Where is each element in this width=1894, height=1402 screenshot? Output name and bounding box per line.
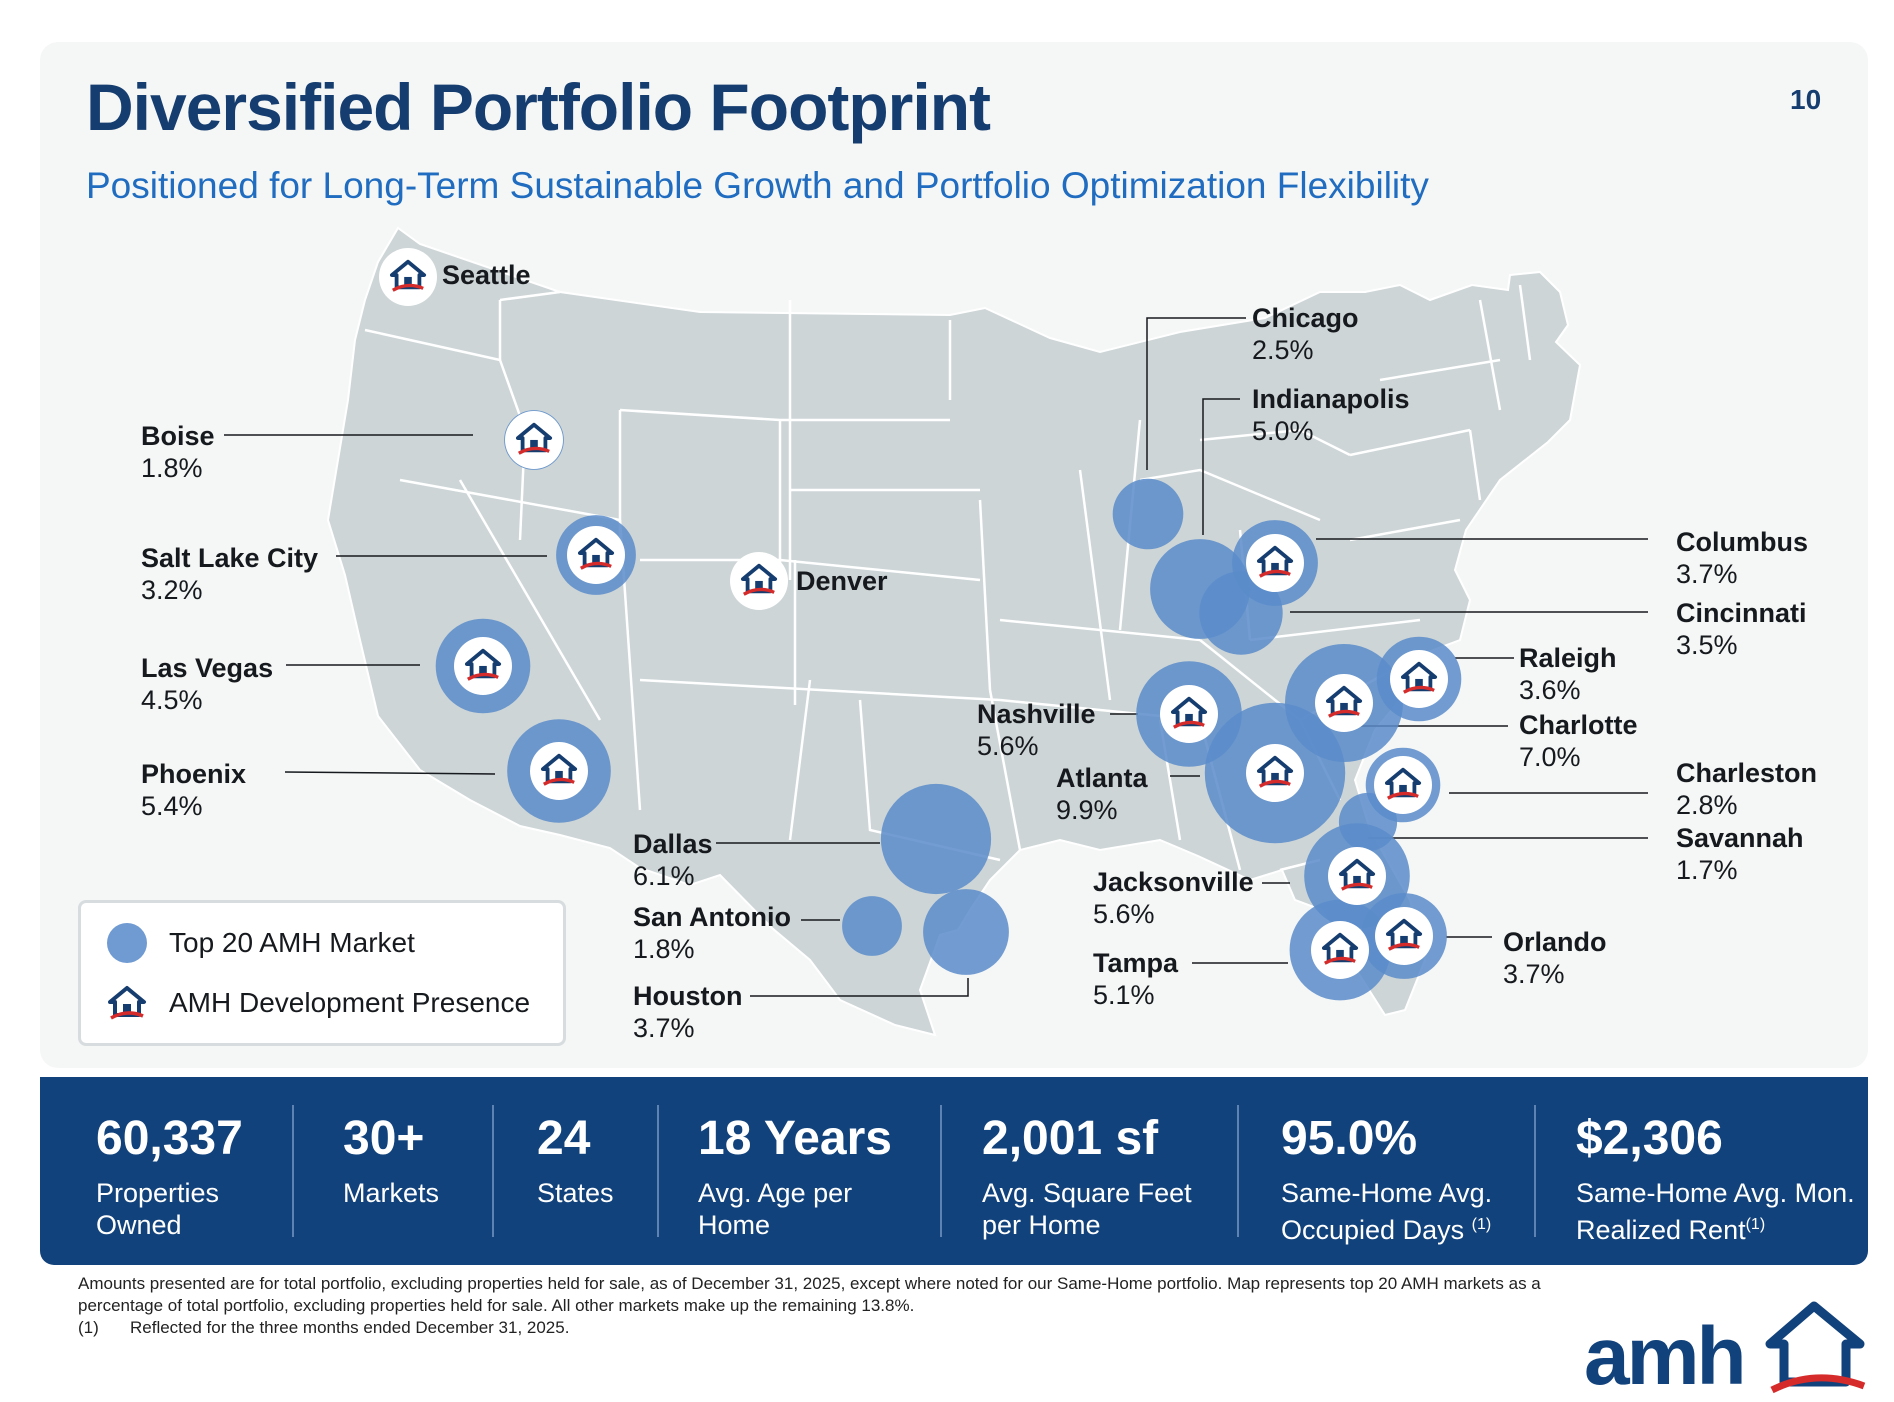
footnote-main: Amounts presented are for total portfoli… [78, 1274, 1541, 1315]
market-bubble-cincinnati [1199, 571, 1283, 655]
logo-swoosh-icon [1770, 1374, 1866, 1394]
stat-value: 95.0% [1281, 1112, 1418, 1165]
label-charlotte: Charlotte 7.0% [1519, 710, 1638, 772]
stat-divider [657, 1105, 659, 1237]
label-boise: Boise 1.8% [141, 421, 215, 483]
label-chicago: Chicago 2.5% [1252, 303, 1359, 365]
stat-divider [492, 1105, 494, 1237]
development-markers [379, 248, 1448, 979]
market-bubble-dallas [880, 783, 992, 895]
label-raleigh: Raleigh 3.6% [1519, 643, 1617, 705]
page-number: 10 [1790, 84, 1822, 115]
label-tampa: Tampa 5.1% [1093, 948, 1179, 1010]
stat-divider [1237, 1105, 1239, 1237]
stat-label: Markets [343, 1178, 440, 1208]
label-salt-lake-city: Salt Lake City 3.2% [141, 543, 319, 605]
label-nashville: Nashville 5.6% [977, 699, 1096, 761]
market-bubble-chicago [1112, 478, 1184, 550]
label-atlanta: Atlanta 9.9% [1056, 763, 1148, 825]
amh-logo: amh [1584, 1301, 1866, 1398]
house-icon [107, 983, 147, 1023]
stat-label: Same-Home Avg. Occupied Days (1) [1281, 1178, 1493, 1245]
label-jacksonville: Jacksonville 5.6% [1093, 867, 1254, 929]
label-columbus: Columbus 3.7% [1676, 527, 1808, 589]
stat-divider [1534, 1105, 1536, 1237]
label-cincinnati: Cincinnati 3.5% [1676, 598, 1807, 660]
market-bubble-san-antonio [842, 896, 902, 956]
label-savannah: Savannah 1.7% [1676, 823, 1804, 885]
label-charleston: Charleston 2.8% [1676, 758, 1818, 820]
map-legend: Top 20 AMH Market AMH Development Presen… [78, 900, 566, 1046]
stat-value: 24 [537, 1112, 591, 1165]
stat-label: Avg. Square Feet per Home [982, 1178, 1192, 1240]
legend-development-row: AMH Development Presence [107, 981, 530, 1025]
label-dallas: Dallas 6.1% [633, 829, 713, 891]
label-san-antonio: San Antonio 1.8% [633, 902, 791, 964]
stat-value: 30+ [343, 1112, 425, 1165]
stat-label: States [537, 1178, 614, 1208]
page-subtitle: Positioned for Long-Term Sustainable Gro… [86, 165, 1429, 206]
stat-label: Avg. Age per Home [698, 1178, 853, 1240]
stat-value: 2,001 sf [982, 1112, 1159, 1165]
stat-label: Same-Home Avg. Mon. Realized Rent(1) [1576, 1178, 1855, 1245]
label-seattle: Seattle [442, 260, 531, 290]
stat-value: 18 Years [698, 1112, 892, 1165]
market-bubble-icon [107, 923, 147, 963]
logo-text: amh [1584, 1311, 1744, 1398]
label-houston: Houston 3.7% [633, 981, 743, 1043]
label-phoenix: Phoenix 5.4% [141, 759, 247, 821]
page-title: Diversified Portfolio Footprint [86, 70, 991, 144]
stat-divider [292, 1105, 294, 1237]
label-denver: Denver [796, 566, 888, 596]
label-las-vegas: Las Vegas 4.5% [141, 653, 274, 715]
label-orlando: Orlando 3.7% [1503, 927, 1607, 989]
footnote-1: (1) Reflected for the three months ended … [78, 1318, 570, 1337]
stat-value: 60,337 [96, 1112, 243, 1165]
legend-development-label: AMH Development Presence [169, 987, 531, 1018]
us-map [224, 226, 1648, 1037]
stat-value: $2,306 [1576, 1112, 1723, 1165]
logo-house-icon [1765, 1301, 1865, 1387]
market-bubble-houston [923, 889, 1009, 975]
stat-divider [940, 1105, 942, 1237]
legend-market-label: Top 20 AMH Market [169, 927, 415, 958]
leader-lines [224, 317, 1648, 997]
stats-band: 60,337 Properties Owned 30+ Markets 24 S… [40, 1077, 1868, 1265]
stat-label: Properties Owned [96, 1178, 220, 1240]
footnotes: Amounts presented are for total portfoli… [78, 1273, 1548, 1339]
legend-market-row: Top 20 AMH Market [107, 921, 415, 965]
label-indianapolis: Indianapolis 5.0% [1252, 384, 1410, 446]
